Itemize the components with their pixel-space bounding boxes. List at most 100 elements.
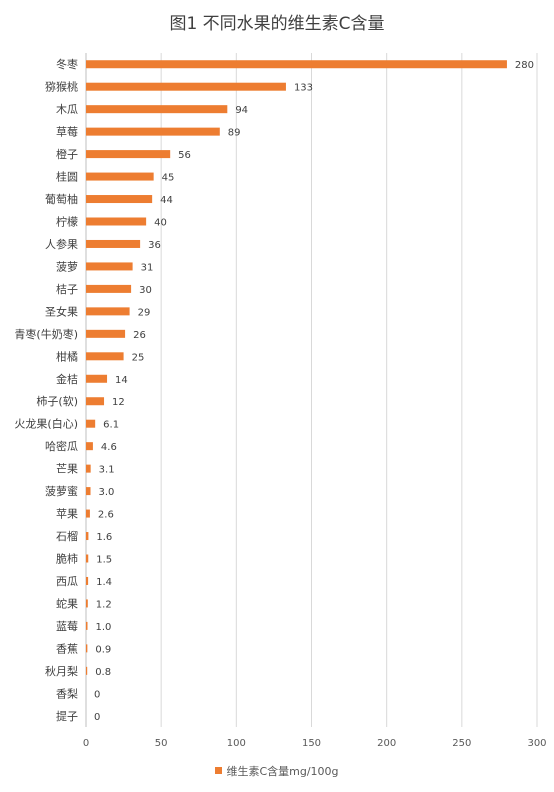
bar xyxy=(86,487,91,496)
category-label: 圣女果 xyxy=(45,304,78,318)
bar xyxy=(86,150,171,159)
data-label: 40 xyxy=(154,218,167,229)
bar xyxy=(86,644,88,653)
legend-label: 维生素C含量mg/100g xyxy=(226,765,339,778)
category-label: 秋月梨 xyxy=(45,664,78,678)
data-label: 30 xyxy=(139,285,152,296)
x-tick-label: 300 xyxy=(527,738,546,749)
data-label: 6.1 xyxy=(103,420,119,431)
bar xyxy=(86,576,89,585)
category-label: 柠檬 xyxy=(56,215,78,229)
x-tick-label: 0 xyxy=(83,738,89,749)
category-label: 柑橘 xyxy=(56,349,78,363)
data-label: 56 xyxy=(178,150,191,161)
category-label: 青枣(牛奶枣) xyxy=(14,327,78,341)
category-label: 苹果 xyxy=(56,507,78,521)
data-label: 4.6 xyxy=(101,442,117,453)
data-label: 29 xyxy=(138,307,151,318)
data-label: 1.6 xyxy=(96,532,112,543)
category-label: 香梨 xyxy=(56,686,78,700)
category-label: 哈密瓜 xyxy=(45,439,78,453)
bar xyxy=(86,509,90,518)
chart-title: 图1 不同水果的维生素C含量 xyxy=(169,14,385,34)
bar xyxy=(86,60,507,69)
category-label: 香蕉 xyxy=(56,642,78,655)
bar xyxy=(86,329,126,338)
category-label: 菠萝 xyxy=(56,260,78,273)
bar xyxy=(86,442,93,451)
category-label: 提子 xyxy=(56,710,78,723)
bar xyxy=(86,284,132,293)
bar xyxy=(86,352,124,361)
category-label: 人参果 xyxy=(45,237,78,251)
data-label: 0 xyxy=(94,689,100,700)
bar xyxy=(86,82,286,91)
bar xyxy=(86,464,91,473)
legend-swatch xyxy=(215,767,223,774)
category-label: 木瓜 xyxy=(56,103,78,116)
category-label: 蛇果 xyxy=(56,596,78,610)
bar xyxy=(86,127,220,136)
bar xyxy=(86,217,147,226)
data-label: 31 xyxy=(141,262,154,273)
data-label: 133 xyxy=(294,83,313,94)
category-label: 菠萝蜜 xyxy=(45,484,78,498)
category-label: 蓝莓 xyxy=(56,620,78,633)
x-tick-label: 100 xyxy=(227,738,246,749)
x-tick-label: 250 xyxy=(452,738,471,749)
data-label: 94 xyxy=(235,105,248,116)
category-label: 火龙果(白心) xyxy=(14,417,78,431)
bar xyxy=(86,419,96,428)
category-label: 猕猴桃 xyxy=(45,80,78,94)
data-label: 44 xyxy=(160,195,173,206)
category-label: 橙子 xyxy=(56,147,78,161)
data-label: 0 xyxy=(94,712,100,723)
category-label: 桂圆 xyxy=(56,170,78,184)
x-tick-label: 150 xyxy=(302,738,321,749)
bar xyxy=(86,239,141,248)
data-label: 1.2 xyxy=(96,599,112,610)
data-label: 3.0 xyxy=(99,487,115,498)
bar xyxy=(86,105,228,114)
category-label: 石榴 xyxy=(56,529,78,543)
bar xyxy=(86,262,133,271)
legend: 维生素C含量mg/100g xyxy=(0,763,554,779)
data-label: 0.8 xyxy=(95,667,111,678)
category-label: 芒果 xyxy=(56,463,78,476)
category-label: 柿子(软) xyxy=(36,394,78,408)
data-label: 3.1 xyxy=(99,465,115,476)
x-tick-label: 200 xyxy=(377,738,396,749)
bar xyxy=(86,195,153,204)
data-label: 0.9 xyxy=(95,644,111,655)
data-label: 26 xyxy=(133,330,146,341)
data-label: 1.5 xyxy=(96,555,112,566)
data-label: 89 xyxy=(228,128,241,139)
bar xyxy=(86,307,130,316)
bar xyxy=(86,621,88,630)
bar xyxy=(86,532,89,541)
category-label: 葡萄柚 xyxy=(45,192,78,206)
bar xyxy=(86,374,108,383)
category-label: 金桔 xyxy=(56,372,78,386)
category-label: 草莓 xyxy=(56,126,78,139)
x-tick-label: 50 xyxy=(155,738,168,749)
data-label: 36 xyxy=(148,240,161,251)
data-label: 45 xyxy=(162,173,175,184)
bar xyxy=(86,599,88,608)
data-label: 2.6 xyxy=(98,510,114,521)
bar xyxy=(86,172,154,181)
bar xyxy=(86,554,89,563)
data-label: 280 xyxy=(515,60,534,71)
data-label: 14 xyxy=(115,375,128,386)
data-label: 1.0 xyxy=(96,622,112,633)
category-label: 脆柿 xyxy=(56,552,78,566)
bar xyxy=(86,397,105,406)
category-label: 西瓜 xyxy=(56,575,78,588)
category-label: 冬枣 xyxy=(56,57,78,71)
data-label: 25 xyxy=(132,352,145,363)
data-label: 12 xyxy=(112,397,125,408)
data-label: 1.4 xyxy=(96,577,112,588)
bar xyxy=(86,666,88,675)
category-label: 桔子 xyxy=(56,282,78,296)
